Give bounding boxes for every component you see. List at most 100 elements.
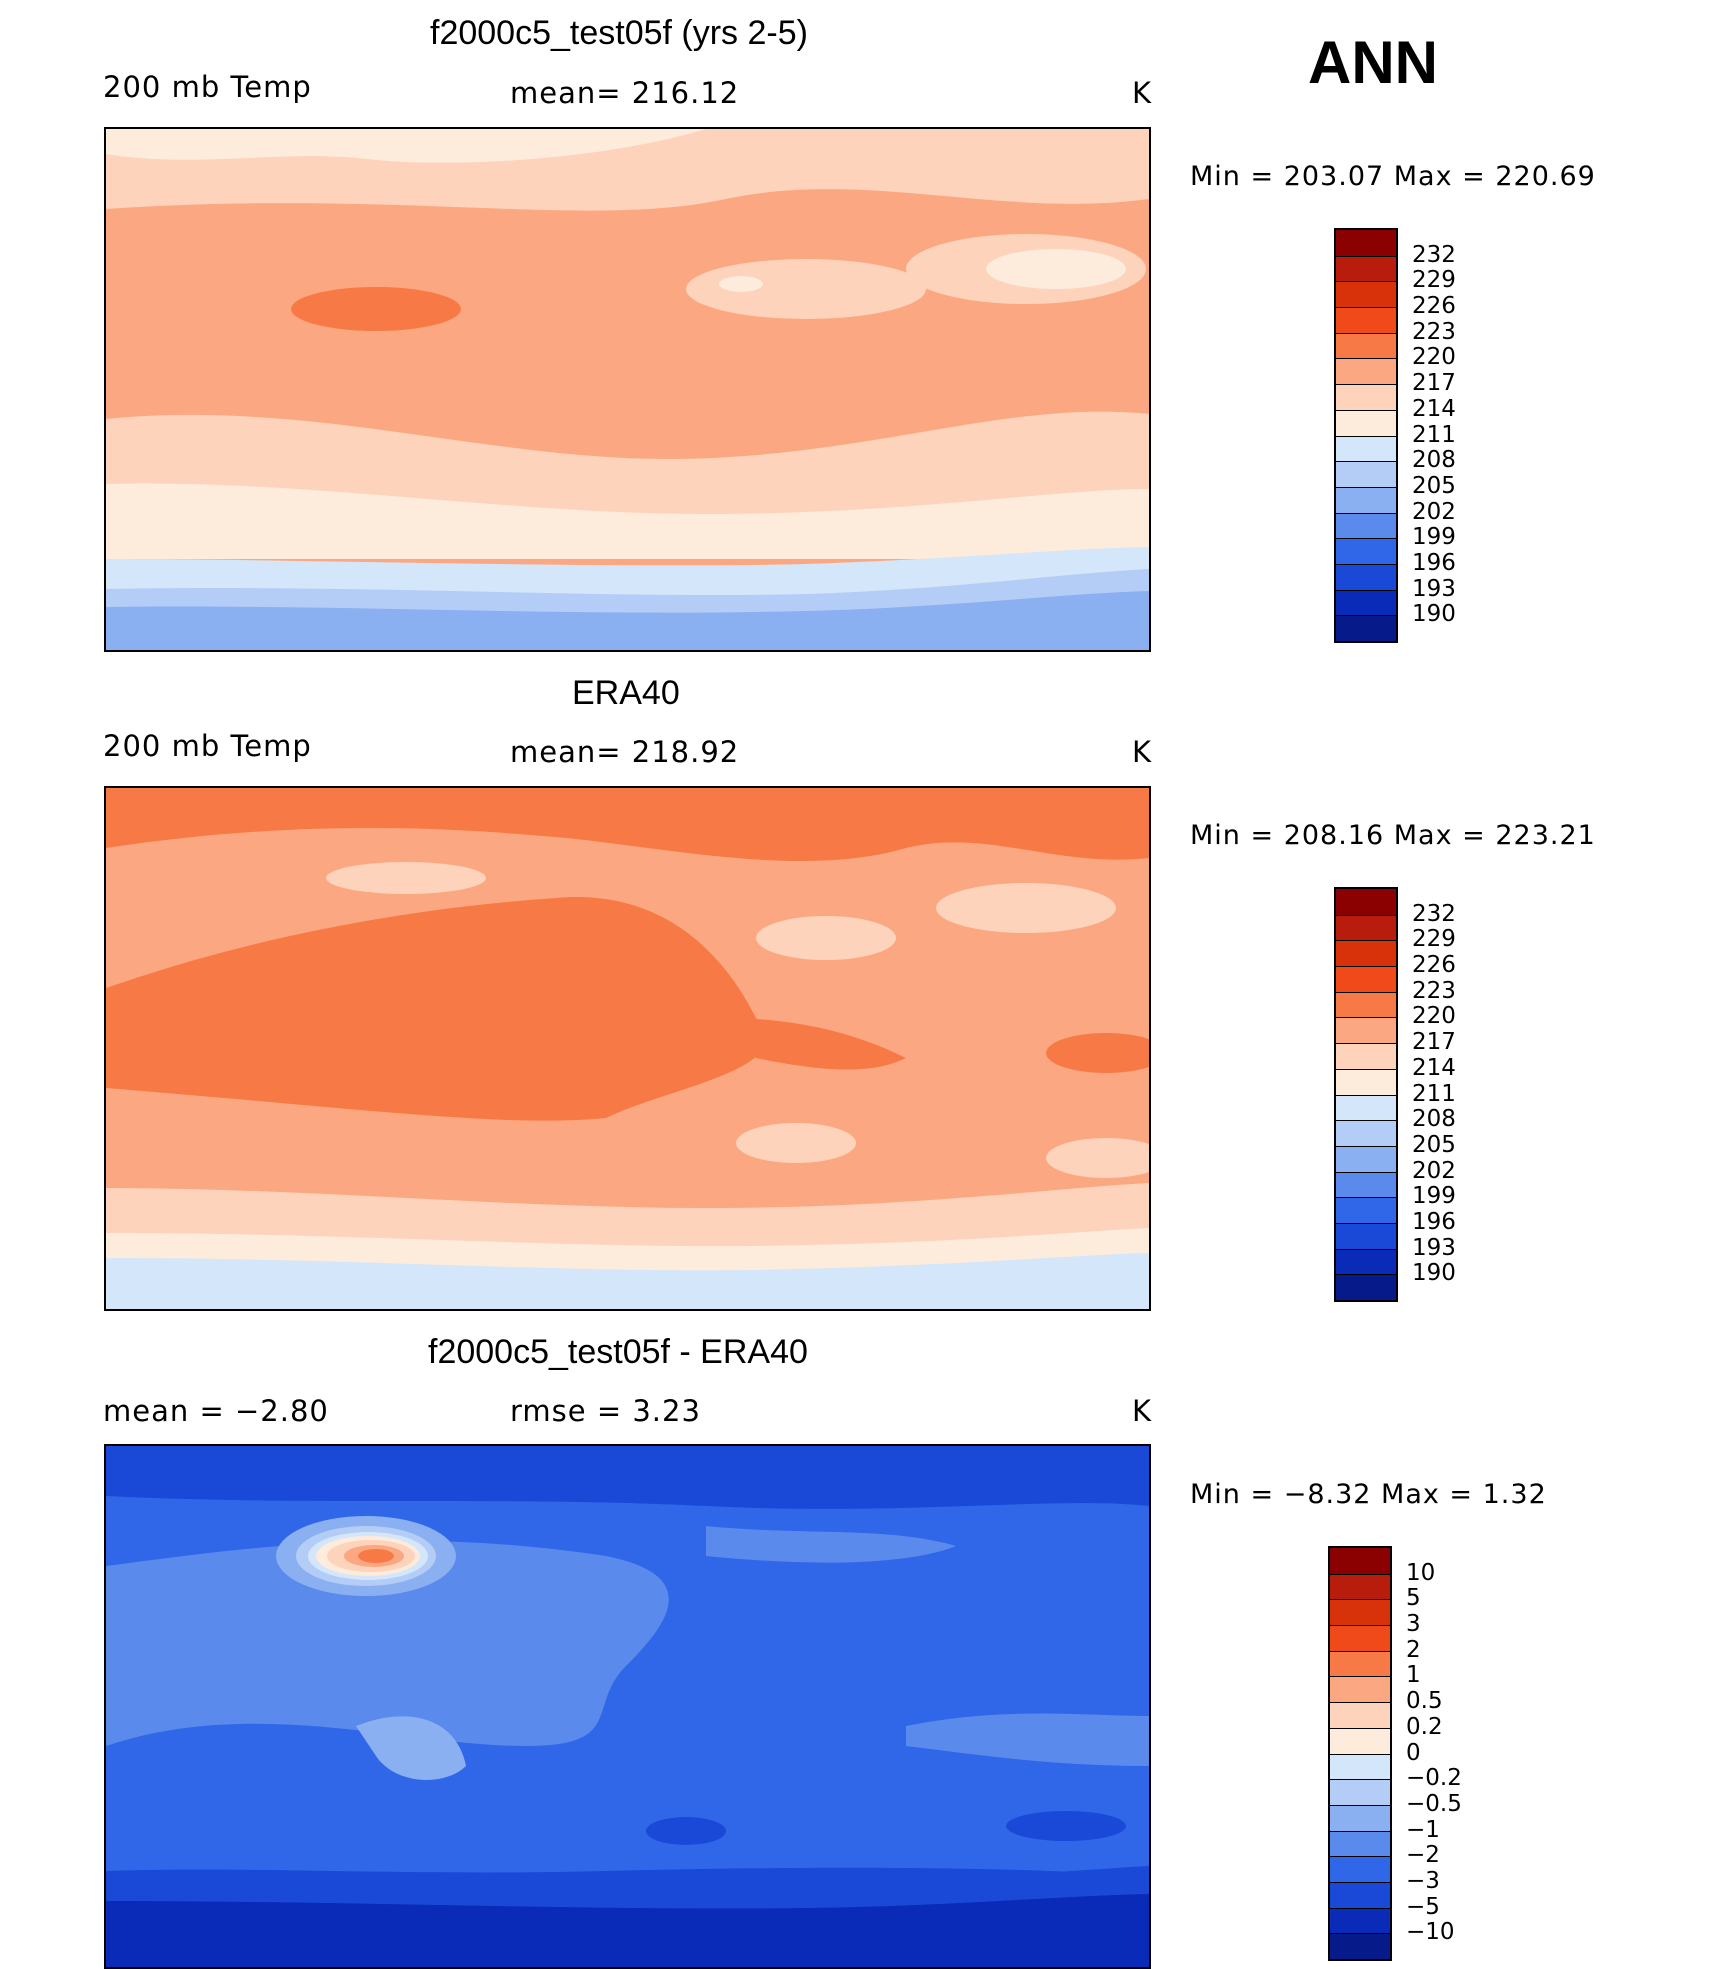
- panel-title-diff: f2000c5_test05f - ERA40: [428, 1333, 808, 1371]
- colorbar-tick-label: 214: [1412, 395, 1456, 422]
- colorbar-tick-label: 220: [1412, 1003, 1456, 1030]
- colorbar-tick-label: −5: [1406, 1893, 1440, 1920]
- colorbar-tick-label: 229: [1412, 926, 1456, 953]
- colorbar-tick-label: 220: [1412, 344, 1456, 371]
- colorbar-swatch: [1330, 1650, 1390, 1677]
- colorbar-tick-label: −0.5: [1406, 1790, 1462, 1817]
- map-obs: [104, 786, 1151, 1311]
- colorbar-swatch: [1330, 1933, 1390, 1959]
- colorbar-tick-label: 214: [1412, 1054, 1456, 1081]
- colorbar-tick-label: 217: [1412, 370, 1456, 397]
- colorbar-swatch: [1330, 1599, 1390, 1626]
- colorbar-tick-label: 0.5: [1406, 1688, 1443, 1715]
- colorbar-tick-label: 226: [1412, 952, 1456, 979]
- colorbar-tick-label: 205: [1412, 472, 1456, 499]
- colorbar-swatch: [1336, 1043, 1396, 1069]
- colorbar-tick-label: 199: [1412, 1183, 1456, 1210]
- colorbar-tick-label: 205: [1412, 1131, 1456, 1158]
- colorbar-tick-label: 2: [1406, 1636, 1421, 1663]
- colorbar-model: [1334, 228, 1398, 643]
- colorbar-swatch: [1336, 332, 1396, 359]
- minmax-obs: Min = 208.16 Max = 223.21: [1190, 820, 1596, 851]
- colorbar-swatch: [1330, 1881, 1390, 1908]
- colorbar-swatch: [1336, 384, 1396, 410]
- colorbar-swatch: [1336, 307, 1396, 333]
- colorbar-tick-label: 202: [1412, 1157, 1456, 1184]
- colorbar-swatch: [1336, 230, 1396, 256]
- colorbar-tick-label: 190: [1412, 601, 1456, 628]
- minmax-model: Min = 203.07 Max = 220.69: [1190, 161, 1596, 192]
- colorbar-swatch: [1330, 1804, 1390, 1831]
- minmax-diff: Min = −8.32 Max = 1.32: [1190, 1479, 1547, 1510]
- mean-label-obs: mean= 218.92: [510, 735, 740, 769]
- colorbar-swatch: [1336, 486, 1396, 513]
- colorbar-tick-label: 196: [1412, 549, 1456, 576]
- map-model: [104, 127, 1151, 652]
- colorbar-swatch: [1336, 281, 1396, 308]
- colorbar-swatch: [1336, 512, 1396, 539]
- colorbar-tick-label: −2: [1406, 1842, 1440, 1869]
- colorbar-swatch: [1336, 358, 1396, 385]
- colorbar-tick-label: 208: [1412, 447, 1456, 474]
- colorbar-tick-label: 232: [1412, 241, 1456, 268]
- colorbar-obs: [1334, 887, 1398, 1302]
- panel-title-obs: ERA40: [572, 674, 680, 712]
- colorbar-tick-label: 193: [1412, 1234, 1456, 1261]
- colorbar-swatch: [1330, 1625, 1390, 1651]
- colorbar-tick-label: 226: [1412, 293, 1456, 320]
- season-label: ANN: [1308, 29, 1438, 96]
- variable-label-model: 200 mb Temp: [103, 70, 312, 104]
- colorbar-tick-label: 211: [1412, 1080, 1456, 1107]
- colorbar-swatch: [1336, 914, 1396, 941]
- colorbar-swatch: [1336, 589, 1396, 616]
- colorbar-tick-label: 202: [1412, 498, 1456, 525]
- colorbar-swatch: [1336, 435, 1396, 462]
- unit-label-obs: K: [1132, 735, 1153, 769]
- colorbar-swatch: [1330, 1727, 1390, 1754]
- colorbar-swatch: [1336, 991, 1396, 1018]
- colorbar-swatch: [1330, 1830, 1390, 1857]
- colorbar-swatch: [1336, 940, 1396, 967]
- unit-label-model: K: [1132, 76, 1153, 110]
- colorbar-swatch: [1336, 1017, 1396, 1044]
- colorbar-tick-label: 208: [1412, 1106, 1456, 1133]
- colorbar-tick-label: 223: [1412, 977, 1456, 1004]
- colorbar-swatch: [1330, 1856, 1390, 1882]
- colorbar-swatch: [1336, 461, 1396, 487]
- colorbar-tick-label: 229: [1412, 267, 1456, 294]
- colorbar-swatch: [1336, 538, 1396, 564]
- colorbar-tick-label: 10: [1406, 1559, 1436, 1586]
- colorbar-swatch: [1336, 1248, 1396, 1275]
- colorbar-swatch: [1336, 966, 1396, 992]
- colorbar-swatch: [1330, 1779, 1390, 1805]
- colorbar-swatch: [1336, 1145, 1396, 1172]
- colorbar-tick-label: 211: [1412, 421, 1456, 448]
- colorbar-swatch: [1336, 1094, 1396, 1121]
- colorbar-tick-label: 190: [1412, 1260, 1456, 1287]
- colorbar-swatch: [1336, 889, 1396, 915]
- colorbar-diff: [1328, 1546, 1392, 1961]
- colorbar-tick-label: 232: [1412, 900, 1456, 927]
- variable-label-obs: 200 mb Temp: [103, 729, 312, 763]
- colorbar-swatch: [1330, 1676, 1390, 1703]
- colorbar-swatch: [1330, 1548, 1390, 1574]
- colorbar-swatch: [1330, 1573, 1390, 1600]
- map-diff: [104, 1444, 1151, 1969]
- colorbar-tick-label: 196: [1412, 1208, 1456, 1235]
- colorbar-tick-label: 3: [1406, 1611, 1421, 1638]
- colorbar-tick-label: −0.2: [1406, 1765, 1462, 1792]
- colorbar-swatch: [1330, 1907, 1390, 1934]
- colorbar-swatch: [1336, 1120, 1396, 1146]
- colorbar-tick-label: −3: [1406, 1867, 1440, 1894]
- colorbar-tick-label: −1: [1406, 1816, 1440, 1843]
- colorbar-tick-label: 1: [1406, 1662, 1421, 1689]
- colorbar-tick-label: 223: [1412, 318, 1456, 345]
- colorbar-tick-label: 5: [1406, 1585, 1421, 1612]
- colorbar-tick-label: 0.2: [1406, 1713, 1443, 1740]
- colorbar-swatch: [1336, 409, 1396, 436]
- mean-label-diff: mean = −2.80: [103, 1394, 329, 1428]
- colorbar-swatch: [1330, 1702, 1390, 1728]
- colorbar-swatch: [1336, 1222, 1396, 1249]
- colorbar-tick-label: 199: [1412, 524, 1456, 551]
- colorbar-swatch: [1336, 255, 1396, 282]
